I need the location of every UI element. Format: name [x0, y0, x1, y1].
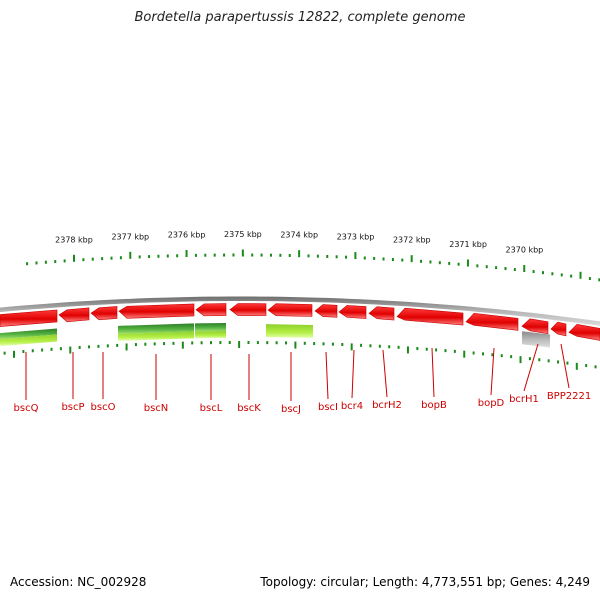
backbone-ring	[0, 296, 600, 326]
gene-arrow	[229, 303, 267, 316]
gene-arrow	[368, 306, 395, 321]
scale-label: 2371 kbp	[449, 240, 487, 249]
gene-arrow	[521, 318, 549, 335]
gene-label[interactable]: bcrH1	[509, 394, 539, 405]
feature-bar	[195, 331, 226, 339]
gene-label[interactable]: bcrH2	[372, 400, 402, 411]
feature-bar	[118, 323, 194, 334]
gene-track	[0, 303, 600, 341]
scale-label: 2372 kbp	[393, 236, 431, 245]
topology-label: Topology: circular; Length: 4,773,551 bp…	[260, 575, 590, 589]
scale-label: 2373 kbp	[337, 233, 375, 242]
gene-labels: bscQ bscP bscO bscN bscL bscK bscJ bscI bcr4 bcrH…	[14, 343, 591, 415]
gene-arrow	[90, 306, 118, 321]
gene-arrow	[396, 307, 464, 326]
gene-label[interactable]: bscI	[318, 402, 338, 413]
gene-label[interactable]: bopB	[421, 400, 447, 411]
gene-leader-line	[490, 347, 495, 396]
gene-arrow	[568, 323, 600, 341]
gene-arrow	[195, 303, 227, 317]
gene-label[interactable]: bcr4	[341, 401, 363, 412]
scale-label: 2370 kbp	[506, 246, 544, 255]
feature-bar	[266, 324, 313, 339]
scale-label: 2375 kbp	[224, 230, 262, 239]
gene-arrow	[465, 313, 519, 331]
gene-leader-line	[523, 343, 539, 392]
outer-tick-marks	[26, 249, 600, 282]
map-title: Bordetella parapertussis 12822, complete…	[134, 10, 466, 25]
gene-arrow	[550, 321, 567, 337]
gene-label[interactable]: bscO	[91, 402, 116, 413]
gene-label[interactable]: bscP	[61, 402, 84, 413]
feature-bar	[0, 334, 57, 347]
gene-label[interactable]: bscK	[237, 403, 261, 414]
gene-label[interactable]: BPP2221	[547, 391, 591, 402]
gene-arrow	[58, 307, 90, 323]
scale-label: 2377 kbp	[111, 232, 149, 241]
scale-label: 2378 kbp	[55, 235, 93, 244]
feature-bar	[118, 331, 194, 341]
gene-arrow	[118, 303, 195, 319]
gene-label[interactable]: bscN	[144, 403, 169, 414]
gene-arrow	[314, 304, 338, 318]
gene-leader-line	[351, 349, 355, 399]
accession-label: Accession: NC_002928	[10, 575, 147, 589]
inner-tick-marks	[3, 341, 597, 370]
feature-bar	[0, 328, 57, 340]
gene-arrow	[267, 303, 313, 317]
feature-track	[0, 323, 550, 348]
scale-labels: 2378 kbp 2377 kbp 2376 kbp 2375 kbp 2374 kbp…	[55, 230, 543, 255]
gene-label[interactable]: bscJ	[281, 404, 301, 415]
scale-label: 2376 kbp	[168, 231, 206, 240]
feature-bar	[522, 331, 550, 348]
gene-leader-line	[560, 343, 570, 389]
scale-label: 2374 kbp	[280, 231, 318, 240]
gene-label[interactable]: bscL	[200, 403, 223, 414]
backbone-band	[0, 296, 600, 326]
gene-label[interactable]: bscQ	[14, 403, 39, 414]
gene-arrow	[0, 309, 58, 327]
gene-arrow	[338, 305, 367, 319]
gene-leader-line	[431, 347, 435, 398]
feature-bar	[195, 323, 226, 332]
gene-leader-line	[382, 349, 388, 398]
gene-leader-line	[325, 351, 329, 400]
gene-label[interactable]: bopD	[478, 398, 505, 409]
